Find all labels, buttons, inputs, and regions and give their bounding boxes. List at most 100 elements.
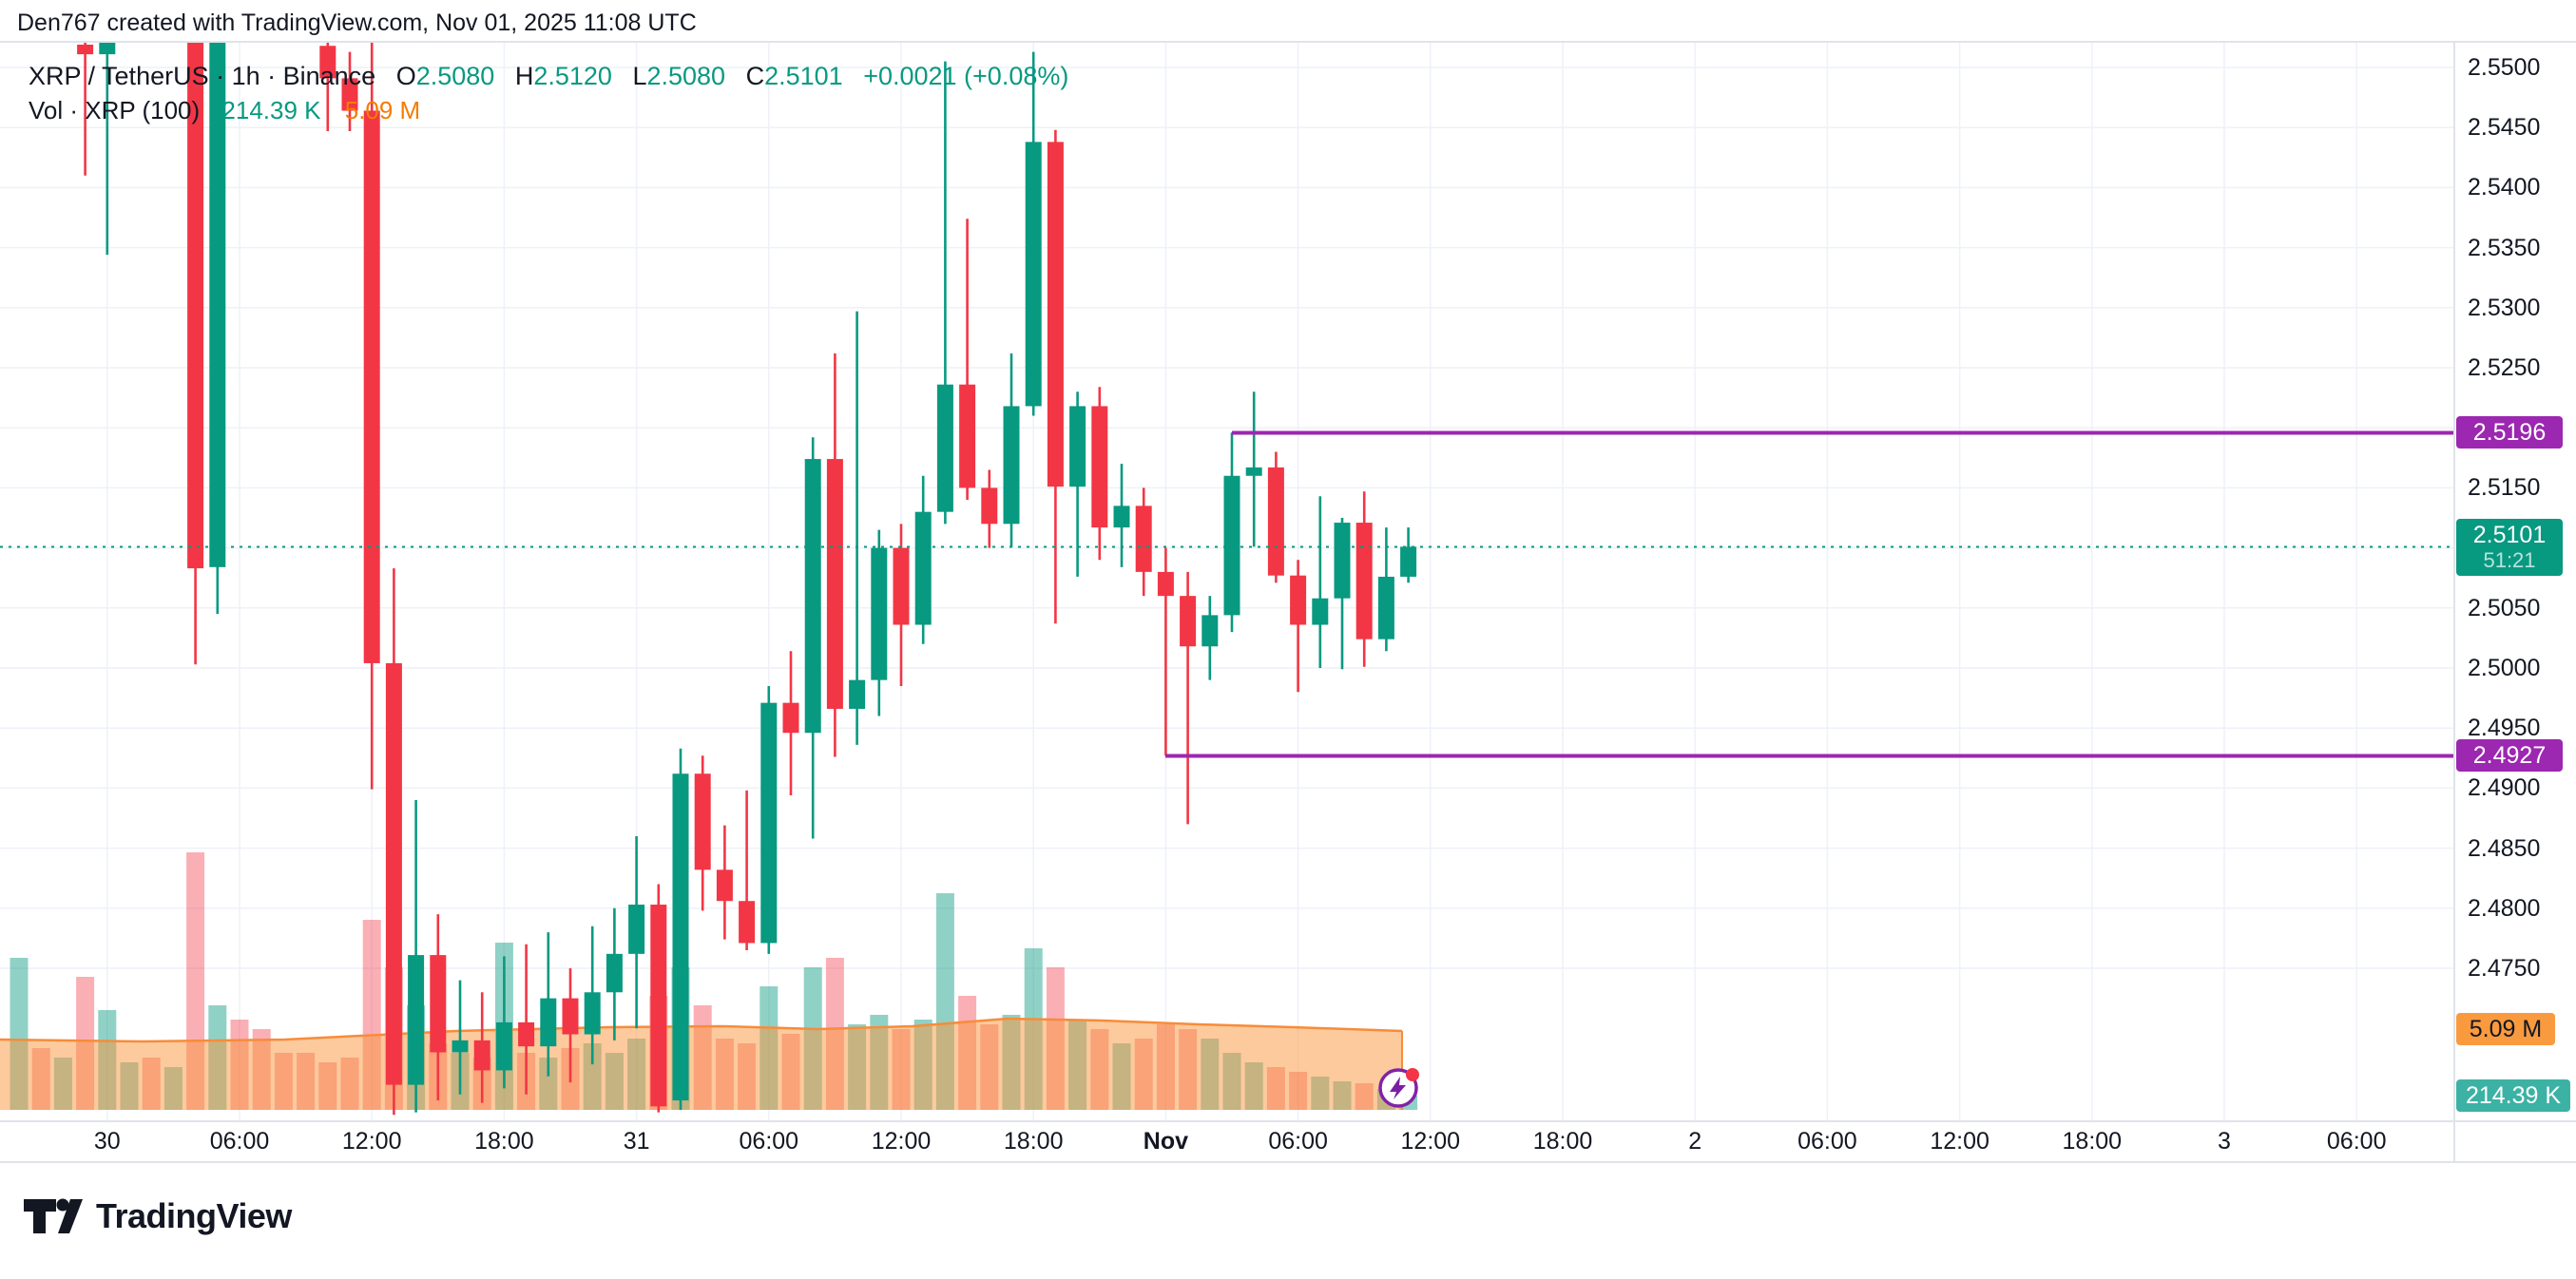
candle-body (187, 42, 204, 569)
candle (1201, 596, 1219, 680)
vertical-gridlines (106, 42, 2357, 1121)
time-tick-label: 18:00 (1532, 1128, 1593, 1155)
candle-body (739, 901, 756, 944)
price-level-badge-low: 2.4927 (2456, 739, 2563, 772)
candle-body (1180, 596, 1197, 647)
candle-body (430, 955, 447, 1053)
candle (959, 219, 976, 501)
candle-body (1312, 598, 1329, 625)
candle (1091, 387, 1108, 561)
time-tick-label: 06:00 (1797, 1128, 1857, 1155)
candle-body (936, 384, 953, 512)
volume-ma-value: 5.09 M (344, 96, 421, 124)
time-tick-label: 3 (2218, 1128, 2231, 1155)
candle-body (385, 662, 402, 1085)
volume-indicator-label[interactable]: Vol · XRP (100) (29, 96, 201, 124)
quick-trade-lightning-icon[interactable] (1375, 1063, 1431, 1118)
candle (452, 980, 469, 1095)
price-tick-label: 2.4850 (2468, 834, 2541, 862)
candle-body (1201, 615, 1219, 647)
time-tick-label: 18:00 (1003, 1128, 1064, 1155)
candle (540, 932, 557, 1077)
candle-body (1113, 506, 1130, 528)
price-tick-label: 2.5250 (2468, 354, 2541, 381)
symbol-legend[interactable]: XRP / TetherUS · 1h · Binance O2.5080 H2… (29, 59, 1068, 127)
candle-body (871, 547, 888, 680)
candle (1377, 527, 1394, 652)
candle (1223, 432, 1240, 633)
time-tick-label: 18:00 (2062, 1128, 2123, 1155)
time-tick-label: 06:00 (209, 1128, 270, 1155)
candle (408, 800, 425, 1113)
candle (1312, 496, 1329, 668)
candle (628, 835, 645, 1029)
open-value: 2.5080 (415, 62, 495, 90)
candle (341, 51, 358, 131)
candle-body (1157, 571, 1174, 597)
candle (209, 42, 226, 615)
candle-body (1223, 475, 1240, 616)
candle (1113, 464, 1130, 567)
close-value: 2.5101 (764, 62, 843, 90)
time-tick-label: 06:00 (1268, 1128, 1328, 1155)
candle-body (452, 1040, 469, 1053)
price-tick-label: 2.4900 (2468, 774, 2541, 802)
candle-body (540, 998, 557, 1047)
price-tick-label: 2.4750 (2468, 955, 2541, 982)
candle-body (981, 487, 998, 525)
candle (385, 568, 402, 1116)
candle-body (760, 702, 778, 944)
candle (606, 907, 623, 1040)
low-value: 2.5080 (646, 62, 726, 90)
candle-body (1377, 576, 1394, 640)
tradingview-logo[interactable]: TradingView (24, 1195, 292, 1237)
time-tick-label: 12:00 (341, 1128, 402, 1155)
candle (716, 825, 733, 940)
candle (187, 42, 204, 665)
candle (430, 914, 447, 1101)
candle (849, 311, 866, 745)
legend-row-symbol: XRP / TetherUS · 1h · Binance O2.5080 H2… (29, 59, 1068, 93)
candle (99, 42, 116, 256)
candle-body (1047, 142, 1064, 487)
price-level-badge-high: 2.5196 (2456, 416, 2563, 449)
high-label: H (514, 62, 534, 90)
candle (1135, 487, 1152, 597)
price-tick-label: 2.5300 (2468, 294, 2541, 321)
candle-body (319, 46, 336, 79)
candle (1290, 560, 1307, 693)
candle-body (628, 905, 645, 954)
candle (650, 884, 667, 1113)
candle-body (716, 869, 733, 902)
candle-body (1267, 467, 1284, 576)
candle-body (1400, 546, 1417, 577)
candle-body (1025, 142, 1042, 407)
candle (1355, 491, 1373, 667)
candle-body (1135, 506, 1152, 572)
tradingview-logo-mark (24, 1198, 83, 1233)
price-tick-label: 2.5350 (2468, 234, 2541, 261)
time-tick-label: 2 (1688, 1128, 1702, 1155)
time-tick-label: 12:00 (1930, 1128, 1990, 1155)
candle (981, 469, 998, 548)
candle-body (1245, 467, 1262, 476)
time-tick-label: 30 (93, 1128, 121, 1155)
candle (1245, 391, 1262, 547)
candle (319, 42, 336, 131)
candle (33, 0, 49, 8)
candle (760, 685, 778, 954)
candle (1157, 547, 1174, 756)
candle-body (408, 955, 425, 1085)
symbol-title[interactable]: XRP / TetherUS · 1h · Binance (29, 62, 376, 90)
candle-body (959, 384, 976, 488)
price-tick-label: 2.5500 (2468, 54, 2541, 81)
candle (782, 651, 799, 795)
lightning-bolt (1390, 1077, 1406, 1099)
candle (1400, 527, 1417, 583)
volume-ma-area (0, 1019, 1402, 1110)
candle (1047, 129, 1064, 624)
high-value: 2.5120 (533, 62, 612, 90)
candle (1025, 51, 1042, 416)
